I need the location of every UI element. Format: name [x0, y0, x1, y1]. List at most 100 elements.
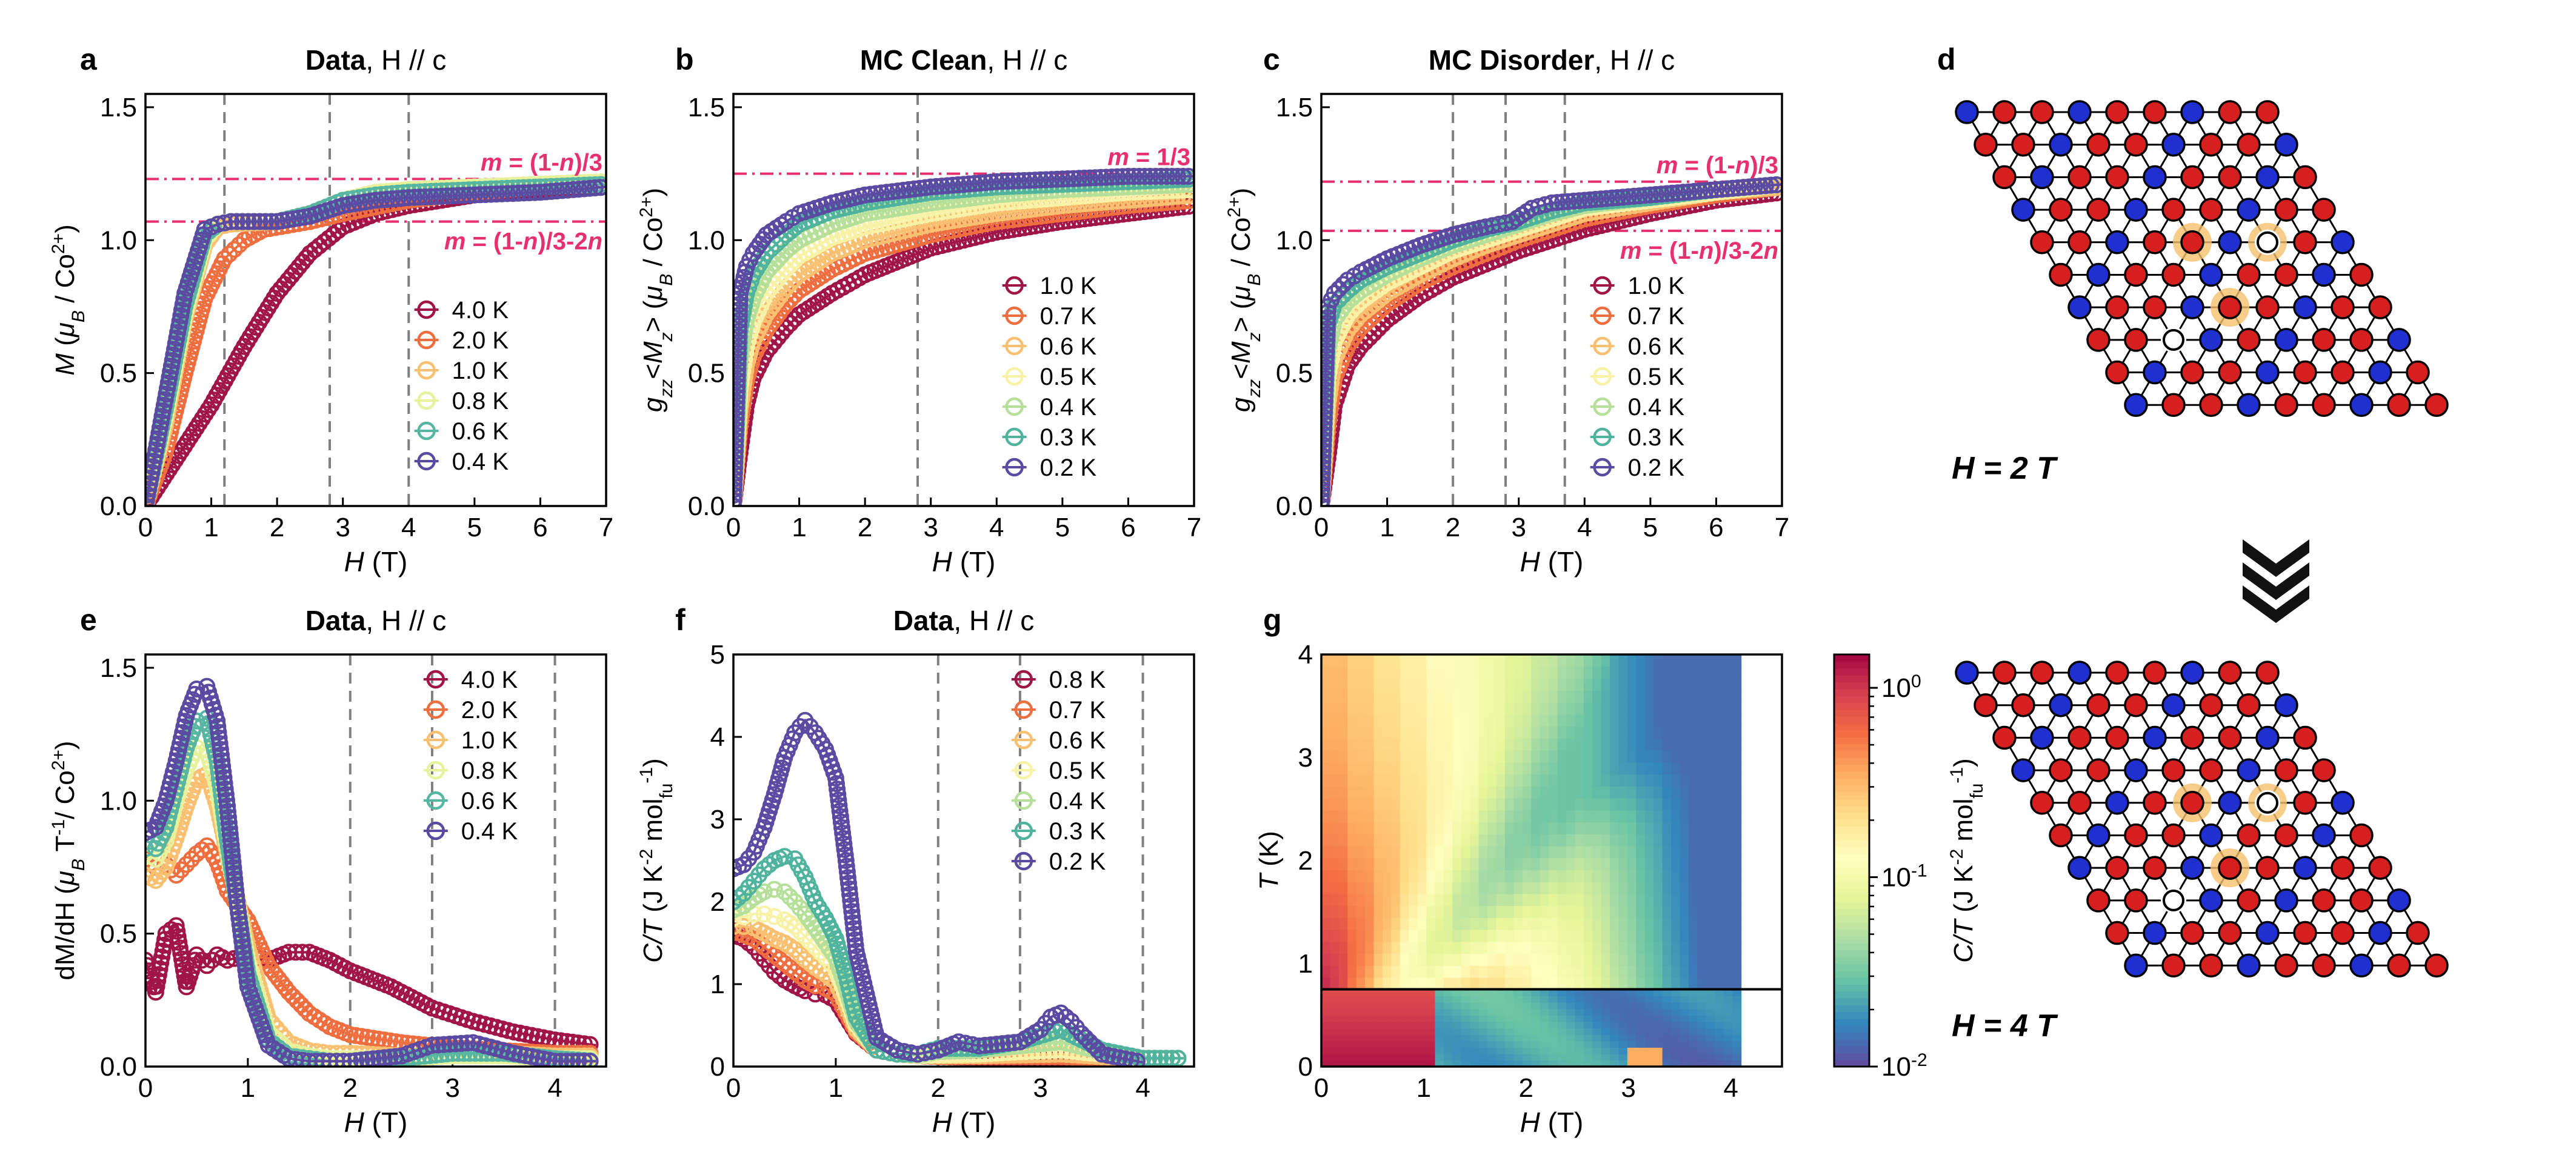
heatmap-cell — [1347, 834, 1357, 847]
heatmap-cell — [1487, 881, 1497, 894]
data-point — [972, 175, 989, 191]
heatmap-cell — [1601, 929, 1610, 942]
heatmap-cell — [1601, 702, 1610, 715]
heatmap-cell — [1513, 929, 1523, 942]
heatmap-cell — [1504, 702, 1515, 715]
title-rest-c: , H // c — [1594, 44, 1675, 76]
y-tick-label: 1 — [710, 970, 725, 999]
heatmap-cell — [1400, 834, 1409, 847]
heatmap-cell — [1321, 738, 1331, 751]
heatmap-cell — [1540, 762, 1549, 775]
heatmap-cell — [1504, 857, 1515, 870]
heatmap-cell — [1373, 666, 1383, 679]
heatmap-cell — [1549, 678, 1558, 691]
heatmap-cell — [1452, 845, 1462, 859]
data-point — [955, 176, 972, 193]
heatmap-cell — [1383, 977, 1392, 990]
x-tick-label: 0 — [1314, 1073, 1329, 1103]
heatmap-cell — [1321, 726, 1331, 739]
heatmap-cell — [1409, 893, 1418, 907]
heatmap-cell — [1417, 881, 1427, 894]
heatmap-cell — [1444, 845, 1453, 859]
heatmap-cell — [1347, 797, 1357, 811]
data-point — [1092, 168, 1110, 186]
heatmap-cell — [1531, 857, 1541, 870]
data-point — [1691, 182, 1709, 200]
heatmap-cell — [1452, 654, 1462, 667]
legend-label: 0.4 K — [1628, 394, 1685, 421]
heatmap-cell — [1417, 786, 1427, 799]
heatmap-cell — [1522, 810, 1532, 822]
plot-frame — [144, 93, 607, 507]
heatmap-cell — [1461, 750, 1470, 763]
heatmap-cell — [1496, 750, 1506, 763]
heatmap-cell — [1347, 845, 1357, 859]
heatmap-cell — [1522, 965, 1532, 978]
data-point — [993, 173, 1011, 190]
heatmap-cell — [1461, 738, 1470, 751]
heatmap-cell — [1347, 690, 1357, 703]
heatmap-cell — [1347, 774, 1357, 787]
data-point — [1321, 431, 1332, 448]
data-point — [183, 850, 200, 868]
heatmap-cell — [1383, 857, 1392, 870]
heatmap-cell — [1321, 822, 1331, 834]
heatmap-cell — [1426, 881, 1436, 894]
heatmap-cell — [1522, 666, 1532, 679]
heatmap-cell — [1575, 797, 1584, 811]
heatmap-cell — [1549, 977, 1558, 990]
y-axis-label: T (K) — [1254, 831, 1284, 890]
heatmap-cell — [1549, 965, 1558, 978]
heatmap-cell — [1513, 726, 1523, 739]
heatmap-cell — [1592, 845, 1602, 859]
heatmap-cell — [1557, 977, 1567, 990]
data-point — [1015, 171, 1033, 189]
heatmap-cell — [1531, 929, 1541, 942]
legend-label: 0.7 K — [1628, 303, 1685, 330]
data-point — [222, 213, 240, 230]
data-point — [506, 1024, 522, 1040]
data-point — [471, 186, 489, 204]
heatmap-cell — [1365, 857, 1375, 870]
heatmap-cell — [1513, 714, 1523, 727]
heatmap-cell — [1391, 786, 1401, 799]
heatmap-cell — [1487, 870, 1497, 882]
heatmap-cell — [1452, 726, 1462, 739]
heatmap-cell — [1383, 738, 1392, 751]
heatmap-cell — [1487, 857, 1497, 870]
heatmap-cell — [1583, 810, 1593, 822]
heatmap-cell — [1409, 953, 1418, 966]
heatmap-cell — [1540, 977, 1549, 990]
heatmap-cell — [1540, 786, 1549, 799]
heatmap-cell — [1531, 666, 1541, 679]
heatmap-cell — [1330, 905, 1340, 918]
data-point — [733, 399, 745, 416]
heatmap-cell — [1575, 845, 1584, 859]
heatmap-cell — [1347, 893, 1357, 907]
data-point — [782, 315, 799, 332]
data-point — [1059, 170, 1076, 187]
data-point — [1658, 185, 1675, 202]
plot-frame — [1320, 93, 1783, 507]
data-point — [221, 245, 238, 263]
data-point — [460, 187, 478, 204]
heatmap-cell — [1330, 941, 1340, 954]
heatmap-cell — [1347, 666, 1357, 679]
heatmap-cell — [1531, 797, 1541, 811]
data-point — [1636, 187, 1653, 204]
heatmap-cell — [1522, 654, 1532, 667]
heatmap-cell — [1338, 917, 1349, 930]
heatmap-cell — [1557, 690, 1567, 703]
x-tick-label: 1 — [1380, 513, 1394, 542]
heatmap-cell — [1487, 953, 1497, 966]
heatmap-cell — [1321, 881, 1331, 894]
legend-label: 0.8 K — [1049, 667, 1106, 693]
y-tick-label: 1.5 — [1276, 93, 1313, 122]
heatmap-cell — [1330, 977, 1340, 990]
heatmap-cell — [1592, 905, 1602, 918]
heatmap-cell — [1583, 750, 1593, 763]
heatmap-cell — [1566, 881, 1576, 894]
heatmap-cell — [1400, 666, 1409, 679]
heatmap-cell — [1338, 929, 1349, 942]
heatmap-cell — [1583, 977, 1593, 990]
